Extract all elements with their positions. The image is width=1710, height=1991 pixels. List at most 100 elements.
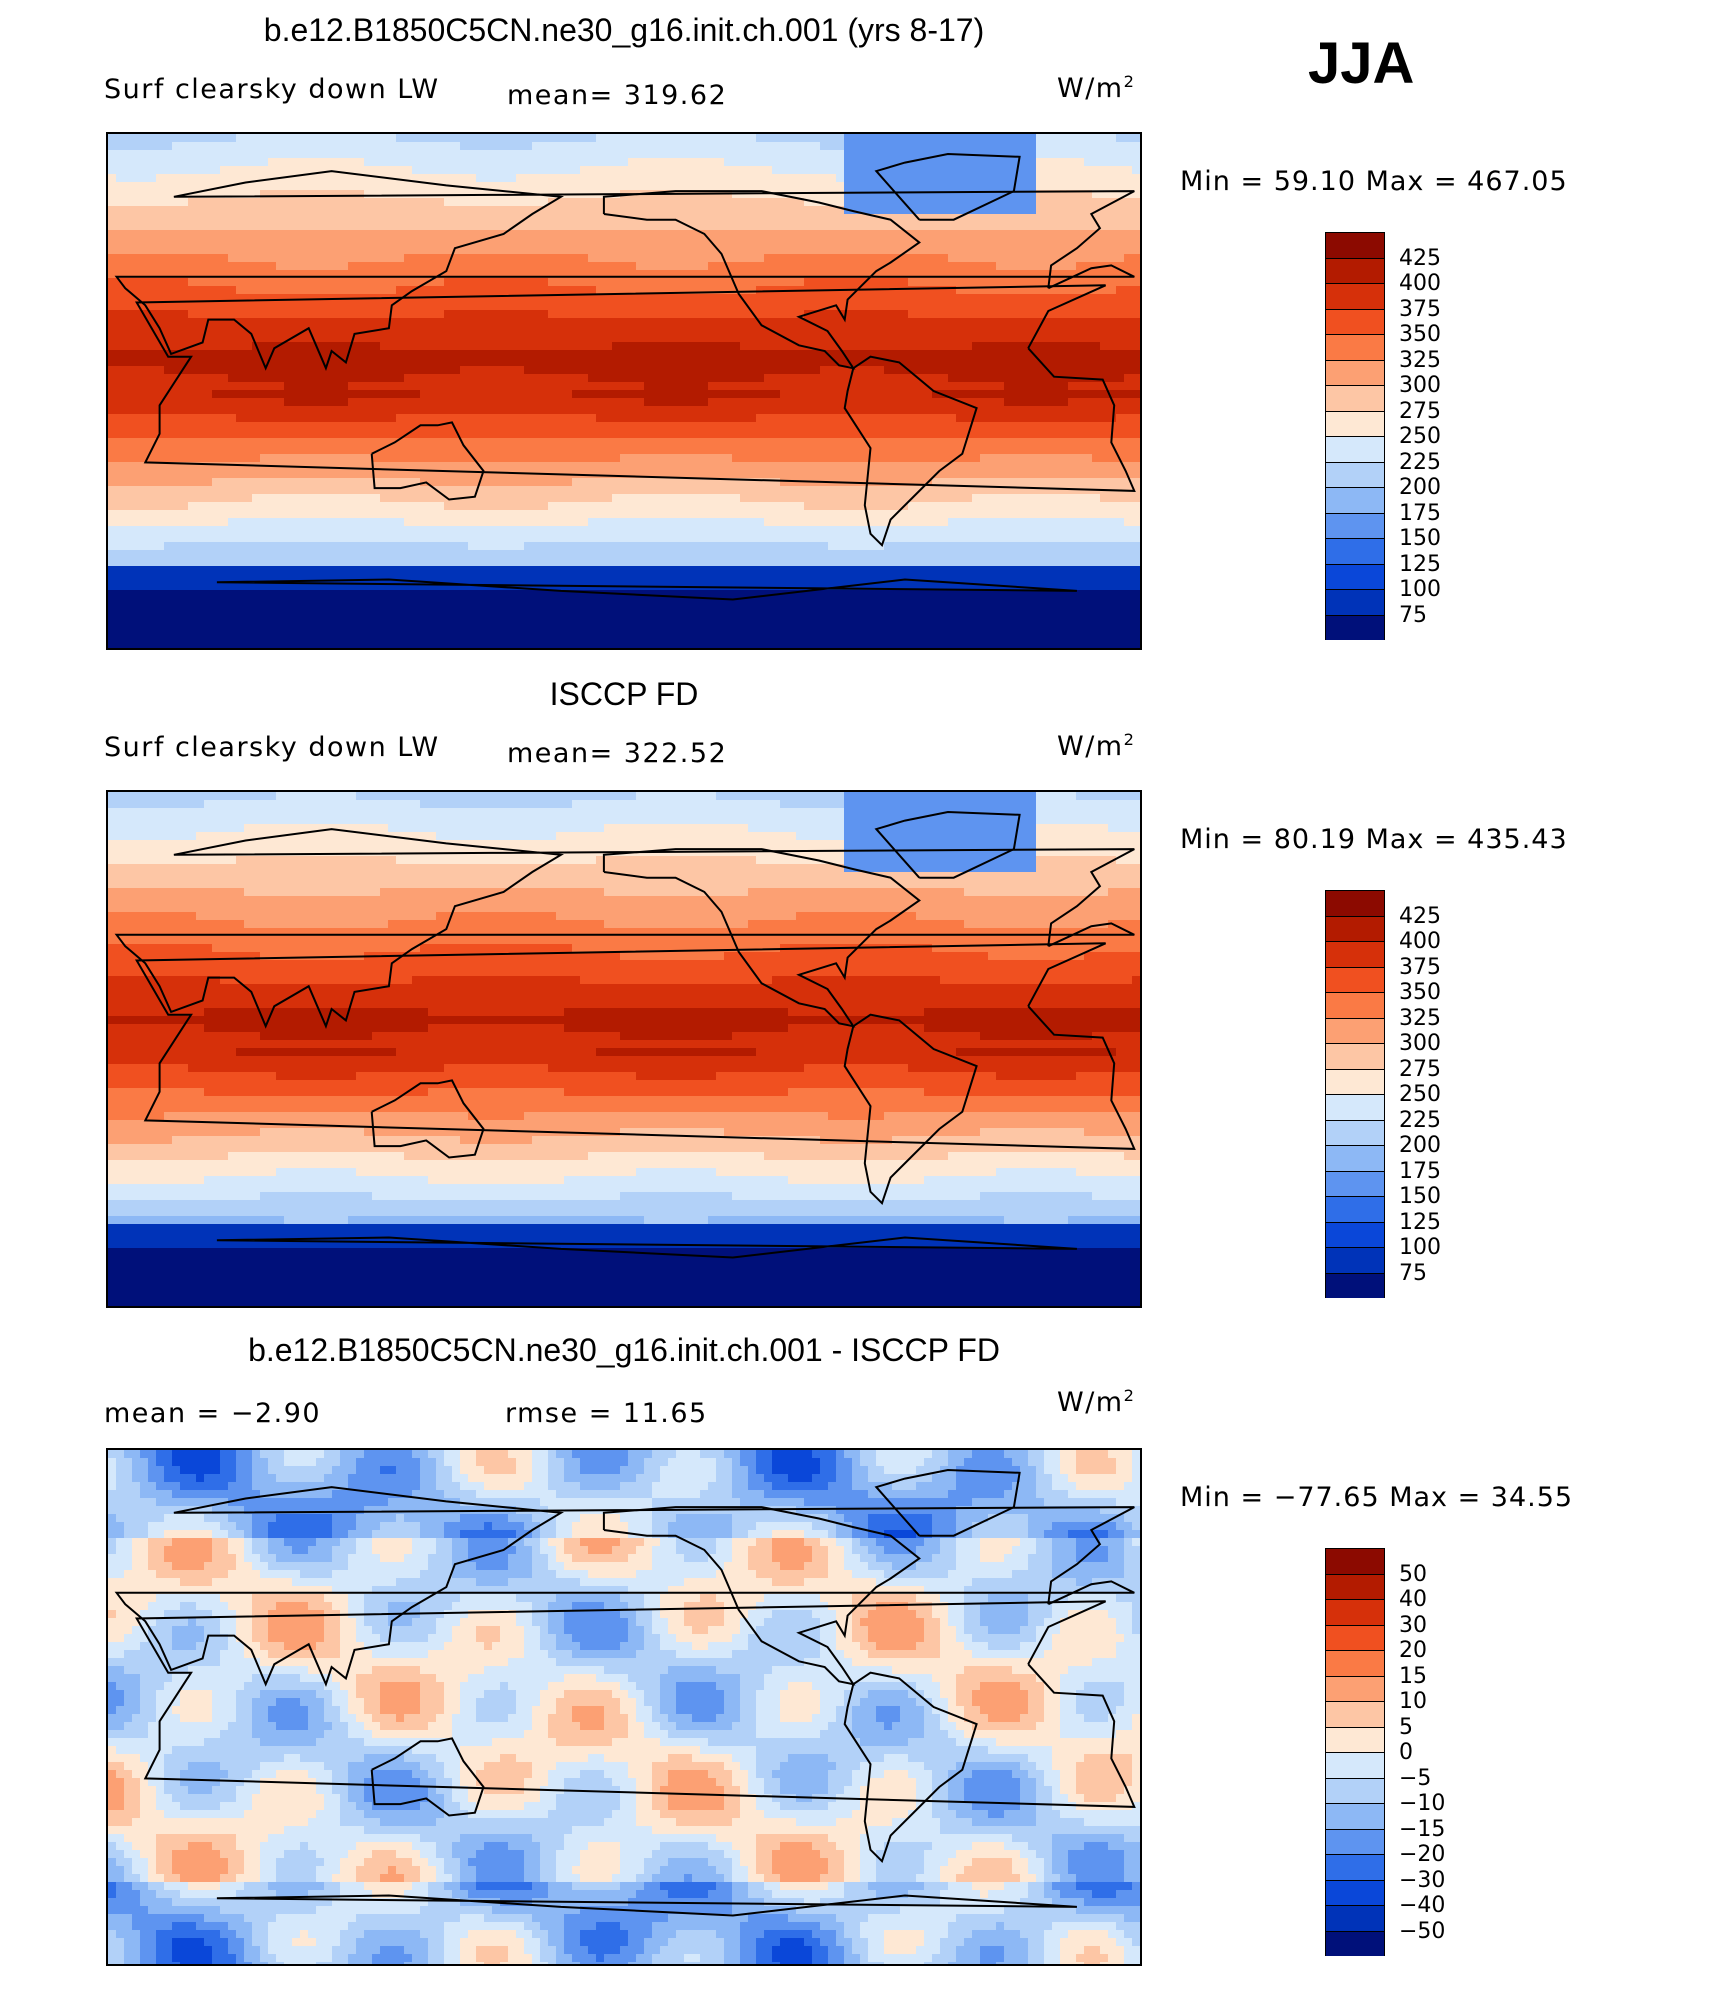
colorbar-label: 275: [1399, 1057, 1441, 1082]
colorbar-swatch: [1325, 915, 1385, 941]
colorbar-label: 300: [1399, 1031, 1441, 1056]
panel-2-title: ISCCP FD: [106, 676, 1142, 713]
colorbar-swatch: [1325, 359, 1385, 385]
colorbar-swatch: [1325, 563, 1385, 589]
colorbar-swatch: [1325, 487, 1385, 513]
colorbar-label: 400: [1399, 271, 1441, 296]
colorbar-label: 75: [1399, 603, 1427, 628]
colorbar-swatch: [1325, 1068, 1385, 1094]
coastline-outline: [874, 152, 1021, 221]
colorbar-label: 15: [1399, 1664, 1427, 1689]
coastline-outline: [602, 1506, 921, 1686]
coastline-outline: [216, 578, 1077, 601]
colorbar-label: 250: [1399, 1082, 1441, 1107]
colorbar-label: 50: [1399, 1562, 1427, 1587]
colorbar-label: 425: [1399, 246, 1441, 271]
colorbar-label: 325: [1399, 348, 1441, 373]
colorbar-swatch: [1325, 334, 1385, 360]
coastline-outline: [134, 284, 1136, 492]
coastline-outline: [134, 942, 1136, 1150]
colorbar-swatch: [1325, 1573, 1385, 1599]
panel-3-title: b.e12.B1850C5CN.ne30_g16.init.ch.001 - I…: [106, 1332, 1142, 1369]
coastline-outline: [114, 1486, 1135, 1688]
colorbar-label: 375: [1399, 297, 1441, 322]
colorbar-swatch: [1325, 614, 1385, 640]
panel-2-minmax: Min = 80.19 Max = 435.43: [1180, 824, 1568, 855]
colorbar-swatch: [1325, 283, 1385, 309]
colorbar-label: 400: [1399, 929, 1441, 954]
colorbar-label: 100: [1399, 577, 1441, 602]
colorbar-label: 225: [1399, 1108, 1441, 1133]
colorbar-swatch: [1325, 1196, 1385, 1222]
colorbar-swatch: [1325, 1548, 1385, 1574]
colorbar-swatch: [1325, 538, 1385, 564]
colorbar-label: −15: [1399, 1817, 1445, 1842]
colorbar-swatch: [1325, 1675, 1385, 1701]
colorbar-label: −10: [1399, 1791, 1445, 1816]
colorbar-swatch: [1325, 1752, 1385, 1778]
colorbar-label: 75: [1399, 1261, 1427, 1286]
season-label: JJA: [1308, 30, 1414, 97]
colorbar-swatch: [1325, 1701, 1385, 1727]
panel-3-colorbar: 50 40 30 20 15 10 5 0 −5 −10 −15 −20 −30 −40 −50: [1325, 1548, 1445, 1956]
colorbar-label: 125: [1399, 552, 1441, 577]
coastline-outline: [602, 848, 921, 1028]
colorbar-swatch: [1325, 410, 1385, 436]
colorbar-swatch: [1325, 257, 1385, 283]
coastline-outline: [843, 1013, 978, 1206]
colorbar-label: −5: [1399, 1766, 1431, 1791]
coastline-outline: [843, 1671, 978, 1864]
colorbar-label: 225: [1399, 450, 1441, 475]
colorbar-swatch: [1325, 1828, 1385, 1854]
colorbar-swatch: [1325, 308, 1385, 334]
colorbar-label: 100: [1399, 1235, 1441, 1260]
colorbar-label: 425: [1399, 904, 1441, 929]
colorbar-swatch: [1325, 1272, 1385, 1298]
colorbar-label: 200: [1399, 1133, 1441, 1158]
coastline-outline: [370, 421, 485, 501]
colorbar-swatch: [1325, 966, 1385, 992]
colorbar-label: 30: [1399, 1613, 1427, 1638]
colorbar-swatch: [1325, 1145, 1385, 1171]
colorbar-swatch: [1325, 1650, 1385, 1676]
colorbar-swatch: [1325, 385, 1385, 411]
colorbar-label: 40: [1399, 1587, 1427, 1612]
colorbar-label: 300: [1399, 373, 1441, 398]
colorbar-swatch: [1325, 1803, 1385, 1829]
colorbar-swatch: [1325, 941, 1385, 967]
panel-1-mean-label: mean= 319.62: [507, 80, 727, 111]
colorbar-swatch: [1325, 1599, 1385, 1625]
panel-3-mean-label: mean = −2.90: [104, 1398, 321, 1429]
coastline-outline: [370, 1737, 485, 1817]
panel-1-map: [106, 132, 1142, 650]
panel-3-minmax: Min = −77.65 Max = 34.55: [1180, 1482, 1573, 1513]
colorbar-swatch: [1325, 1119, 1385, 1145]
colorbar-label: 325: [1399, 1006, 1441, 1031]
colorbar-swatch: [1325, 1879, 1385, 1905]
panel-3-map: [106, 1448, 1142, 1966]
colorbar-label: 175: [1399, 1159, 1441, 1184]
panel-1-units: W/m2: [1057, 72, 1135, 104]
colorbar-swatch: [1325, 1094, 1385, 1120]
panel-1-variable-label: Surf clearsky down LW: [104, 74, 440, 105]
panel-2-colorbar: 425 400 375 350 325 300 275 250 225 200 175 150 125 1…: [1325, 890, 1441, 1298]
coastline-outline: [370, 1079, 485, 1159]
coastline-outline: [874, 1468, 1021, 1537]
colorbar-label: 5: [1399, 1715, 1413, 1740]
colorbar-label: −50: [1399, 1919, 1445, 1944]
colorbar-label: 200: [1399, 475, 1441, 500]
colorbar-label: 150: [1399, 526, 1441, 551]
coastline-outline: [216, 1236, 1077, 1259]
panel-1-minmax: Min = 59.10 Max = 467.05: [1180, 166, 1568, 197]
panel-2-variable-label: Surf clearsky down LW: [104, 732, 440, 763]
colorbar-swatch: [1325, 512, 1385, 538]
panel-3-units: W/m2: [1057, 1386, 1135, 1418]
panel-2-map: [106, 790, 1142, 1308]
coastline-outline: [114, 828, 1135, 1030]
colorbar-label: 0: [1399, 1740, 1413, 1765]
panel-3-rmse-label: rmse = 11.65: [505, 1398, 708, 1429]
colorbar-swatch: [1325, 1624, 1385, 1650]
colorbar-swatch: [1325, 461, 1385, 487]
colorbar-swatch: [1325, 1221, 1385, 1247]
colorbar-swatch: [1325, 1726, 1385, 1752]
